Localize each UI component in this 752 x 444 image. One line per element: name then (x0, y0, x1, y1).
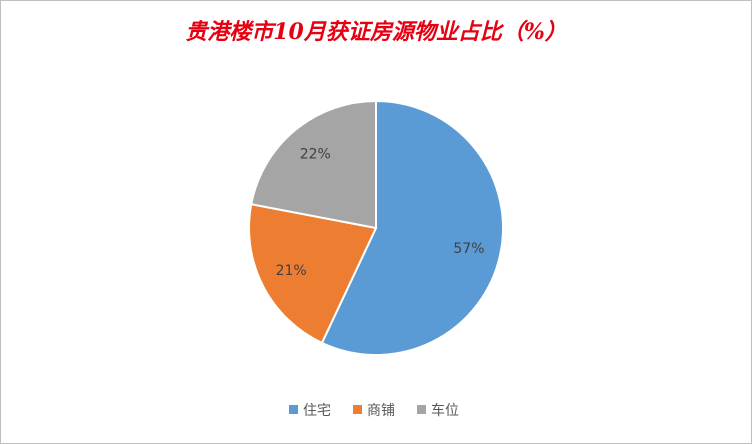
data-label: 22% (300, 147, 331, 163)
pie-slice (248, 203, 378, 345)
data-label: 57% (453, 241, 484, 257)
legend-label: 商铺 (367, 403, 395, 419)
legend-swatch (289, 405, 298, 414)
pie-slice (320, 99, 504, 356)
data-label: 21% (276, 263, 307, 279)
legend-label: 车位 (431, 402, 459, 419)
legend-label: 住宅 (303, 403, 331, 419)
chart-title: 贵港楼市10月获证房源物业占比（%） (185, 19, 567, 45)
legend-swatch (417, 405, 426, 414)
pie-slice (250, 99, 377, 230)
legend-swatch (353, 405, 362, 414)
